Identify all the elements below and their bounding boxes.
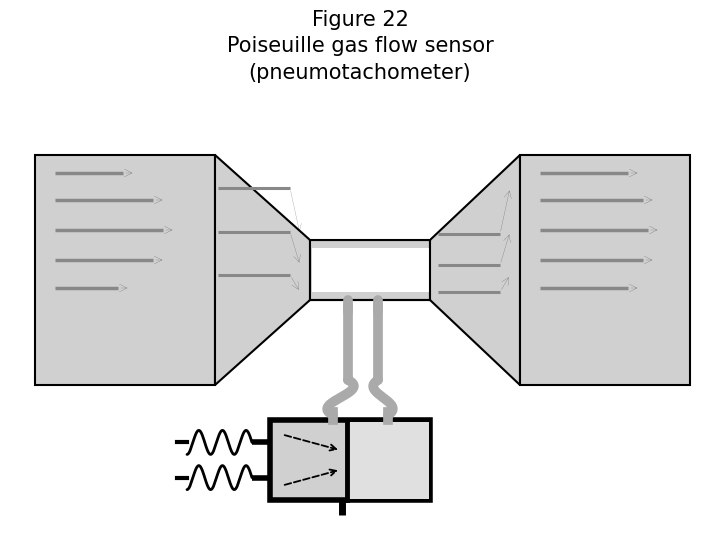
Bar <box>270 420 430 500</box>
Bar <box>312 248 428 292</box>
Polygon shape <box>430 155 520 385</box>
Text: Figure 22
Poiseuille gas flow sensor
(pneumotachometer): Figure 22 Poiseuille gas flow sensor (pn… <box>227 10 493 83</box>
Bar <box>348 422 428 498</box>
Bar <box>310 240 430 300</box>
Polygon shape <box>215 155 310 385</box>
Bar <box>520 155 690 385</box>
Bar <box>35 155 215 385</box>
Bar <box>310 155 430 240</box>
